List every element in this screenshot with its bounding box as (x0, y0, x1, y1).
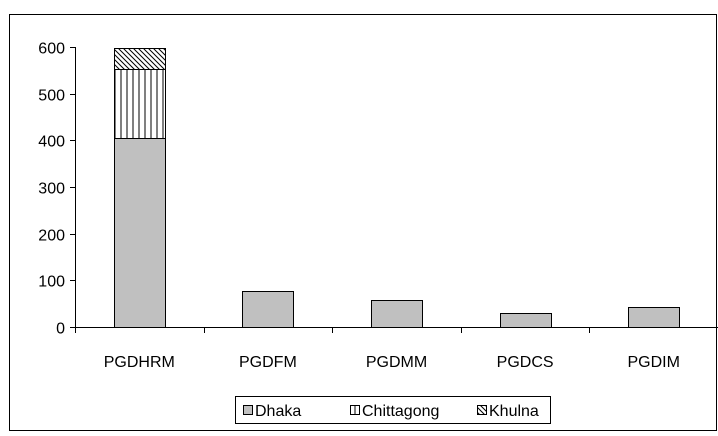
y-tick-label: 100 (38, 274, 65, 291)
legend-swatch-chittagong (350, 405, 360, 415)
legend-label-chittagong: Chittagong (362, 403, 439, 420)
x-tick-label: PGDIM (627, 354, 679, 371)
x-tick-label: PGDFM (239, 354, 297, 371)
x-tick-label: PGDMM (366, 354, 427, 371)
legend-swatch-dhaka (243, 405, 253, 415)
legend-swatch-khulna (477, 405, 487, 415)
legend-box (235, 396, 551, 424)
x-tick-label: PGDCS (497, 354, 554, 371)
y-tick-label: 200 (38, 228, 65, 245)
y-tick-label: 600 (38, 41, 65, 58)
bar-pgdhrm-dhaka (114, 138, 166, 328)
legend: Dhaka Chittagong Khulna (235, 396, 551, 424)
legend-label-khulna: Khulna (489, 403, 539, 420)
plot-area: 0 100 200 300 400 500 600 PGDHRM PGDFM PGDMM PGDCS… (38, 41, 718, 371)
y-tick-label: 400 (38, 134, 65, 151)
y-tick-label: 300 (38, 181, 65, 198)
bar-pgdhrm-khulna (114, 48, 166, 70)
y-tick-label: 0 (56, 321, 65, 338)
bar-pgdhrm-chittagong (114, 69, 166, 139)
bar-pgdim-dhaka (628, 307, 680, 328)
bar-pgdcs-dhaka (500, 313, 552, 328)
bar-pgdmm-dhaka (371, 300, 423, 328)
legend-label-dhaka: Dhaka (255, 403, 301, 420)
bar-pgdfm-dhaka (242, 291, 294, 328)
x-tick-label: PGDHRM (104, 354, 175, 371)
y-tick-label: 500 (38, 88, 65, 105)
